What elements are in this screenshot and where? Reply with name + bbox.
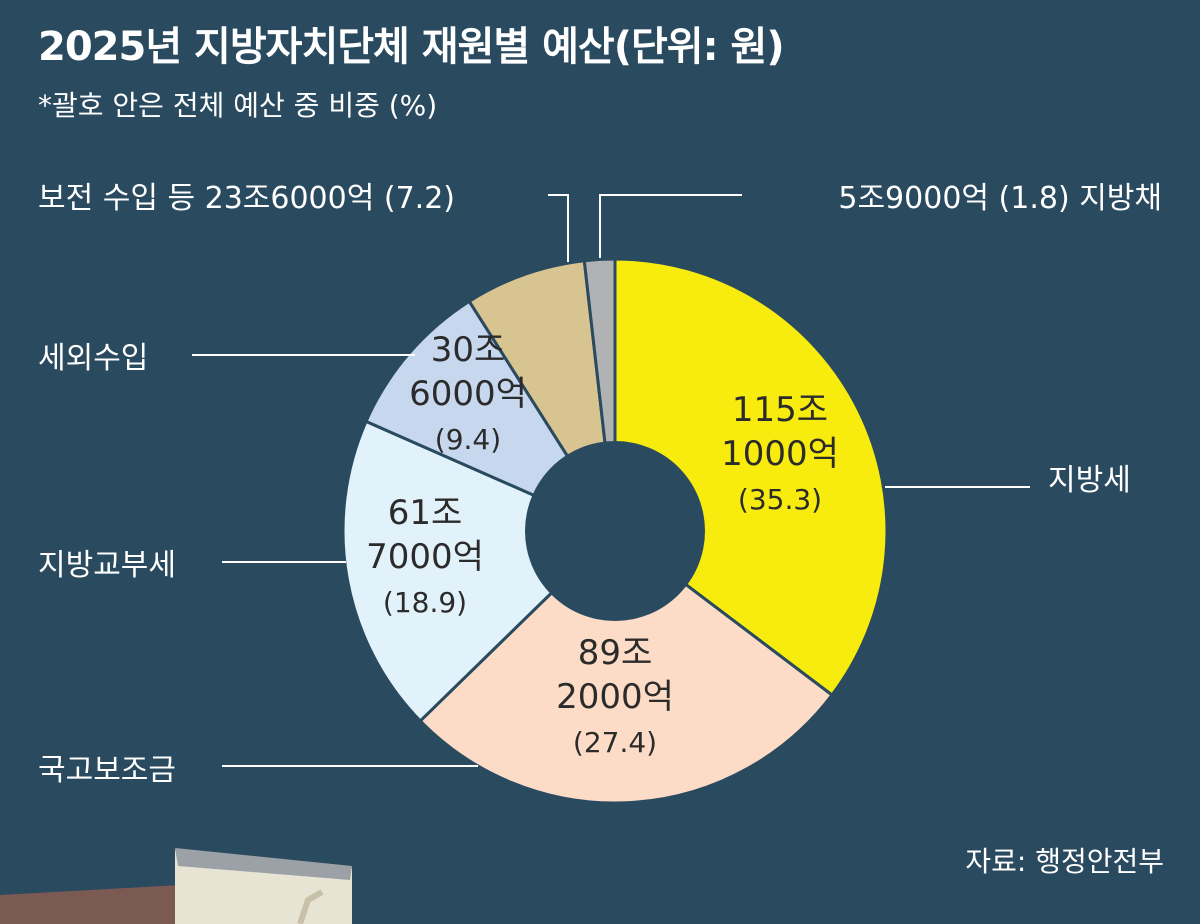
category-label-3: 세외수입 xyxy=(38,341,148,376)
slice-label-1-line-0: 89조 xyxy=(578,633,653,673)
building-illustration xyxy=(0,848,352,924)
category-label-4: 보전 수입 등 23조6000억 (7.2) xyxy=(38,181,455,216)
slice-label-0-line-2: (35.3) xyxy=(738,483,822,516)
source-note: 자료: 행정안전부 xyxy=(965,845,1164,878)
leader-line-5 xyxy=(599,194,742,258)
chart-title: 2025년 지방자치단체 재원별 예산(단위: 원) xyxy=(38,14,785,72)
chart-subtitle: *괄호 안은 전체 예산 중 비중 (%) xyxy=(38,89,438,122)
category-label-2: 지방교부세 xyxy=(38,548,176,583)
slice-label-3-line-0: 30조 xyxy=(431,330,506,370)
leader-line-4 xyxy=(548,194,569,262)
category-label-5: 5조9000억 (1.8) 지방채 xyxy=(838,181,1162,216)
slice-label-2-line-0: 61조 xyxy=(388,493,463,533)
unit-text: (단위: 원) xyxy=(613,24,785,70)
slice-label-3-line-2: (9.4) xyxy=(435,423,501,456)
slice-1 xyxy=(418,529,835,805)
category-label-0: 지방세 xyxy=(1048,463,1131,498)
slice-label-1-line-1: 2000억 xyxy=(556,677,674,717)
slice-label-0-line-0: 115조 xyxy=(732,390,828,430)
slice-label-1-line-2: (27.4) xyxy=(573,726,657,759)
slice-label-2-line-2: (18.9) xyxy=(383,586,467,619)
slice-0 xyxy=(613,257,889,698)
slice-label-0-line-1: 1000억 xyxy=(721,434,839,474)
donut-hole xyxy=(525,441,705,621)
slice-label-2-line-1: 7000억 xyxy=(366,537,484,577)
category-label-1: 국고보조금 xyxy=(38,753,176,788)
slice-label-3-line-1: 6000억 xyxy=(409,374,527,414)
title-text: 2025년 지방자치단체 재원별 예산 xyxy=(38,24,615,70)
slice-2 xyxy=(341,419,618,724)
